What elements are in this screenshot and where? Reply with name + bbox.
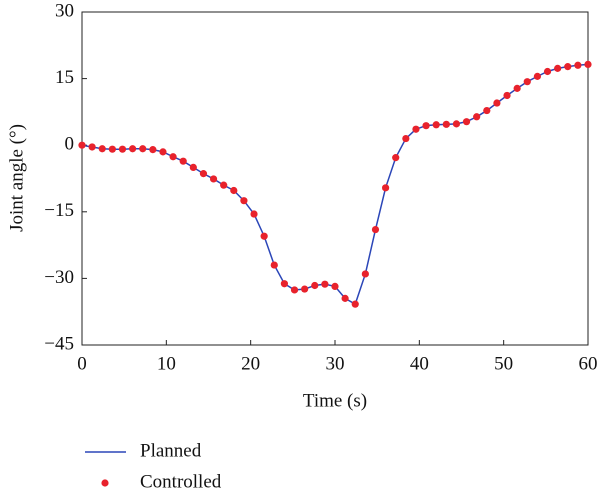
marker bbox=[503, 91, 511, 100]
marker bbox=[118, 145, 127, 153]
marker bbox=[361, 270, 369, 278]
marker bbox=[139, 145, 147, 153]
marker bbox=[199, 170, 208, 178]
marker bbox=[392, 154, 400, 162]
marker bbox=[462, 118, 471, 126]
marker bbox=[220, 181, 228, 189]
legend-label: Controlled bbox=[140, 471, 222, 492]
y-tick-label: 0 bbox=[65, 134, 75, 155]
marker bbox=[260, 232, 268, 240]
legend-marker bbox=[101, 479, 109, 487]
marker bbox=[209, 175, 218, 183]
marker bbox=[149, 146, 157, 154]
plot-frame bbox=[81, 11, 589, 346]
marker bbox=[432, 121, 440, 129]
marker bbox=[554, 64, 562, 72]
marker bbox=[331, 282, 339, 290]
y-tick-label: −15 bbox=[44, 200, 74, 221]
marker bbox=[442, 120, 450, 128]
line bbox=[81, 63, 589, 306]
marker bbox=[88, 143, 96, 151]
y-tick-label: 30 bbox=[55, 0, 74, 21]
marker bbox=[473, 113, 481, 121]
x-tick-label: 20 bbox=[241, 353, 260, 374]
marker bbox=[452, 120, 461, 128]
marker bbox=[250, 210, 258, 218]
x-axis-label: Time (s) bbox=[303, 390, 367, 411]
x-tick-label: 10 bbox=[157, 353, 176, 374]
marker bbox=[311, 281, 319, 290]
marker bbox=[584, 60, 592, 68]
x-tick-label: 40 bbox=[410, 353, 429, 374]
marker bbox=[382, 184, 390, 192]
marker bbox=[412, 125, 420, 133]
legend-label: Planned bbox=[140, 440, 202, 461]
marker bbox=[78, 141, 86, 149]
marker bbox=[189, 163, 197, 171]
marker bbox=[533, 72, 542, 80]
marker bbox=[543, 67, 552, 76]
marker bbox=[351, 300, 359, 308]
marker bbox=[402, 134, 410, 143]
marker bbox=[169, 153, 177, 161]
x-tick-label: 60 bbox=[579, 353, 598, 374]
y-tick-label: 15 bbox=[55, 67, 74, 88]
marker bbox=[179, 157, 187, 165]
marker bbox=[270, 261, 278, 269]
marker bbox=[290, 286, 299, 294]
marker bbox=[129, 145, 137, 153]
marker bbox=[159, 148, 167, 156]
marker bbox=[341, 294, 349, 302]
marker bbox=[422, 122, 430, 130]
marker bbox=[321, 280, 329, 288]
y-tick-label: −30 bbox=[44, 267, 74, 288]
marker bbox=[523, 78, 531, 86]
marker bbox=[108, 145, 116, 153]
y-axis-label: Joint angle (°) bbox=[6, 124, 27, 232]
marker bbox=[483, 106, 491, 115]
marker bbox=[301, 285, 309, 293]
x-tick-label: 0 bbox=[77, 353, 87, 374]
marker bbox=[564, 63, 572, 71]
y-tick-label: −45 bbox=[44, 333, 74, 354]
marker bbox=[513, 84, 521, 92]
marker bbox=[230, 186, 238, 195]
marker bbox=[574, 61, 582, 69]
marker bbox=[371, 225, 380, 234]
marker bbox=[493, 99, 501, 107]
marker bbox=[98, 145, 106, 153]
marker bbox=[280, 280, 288, 288]
marker bbox=[240, 197, 248, 205]
x-tick-label: 50 bbox=[494, 353, 513, 374]
x-tick-label: 30 bbox=[326, 353, 345, 374]
